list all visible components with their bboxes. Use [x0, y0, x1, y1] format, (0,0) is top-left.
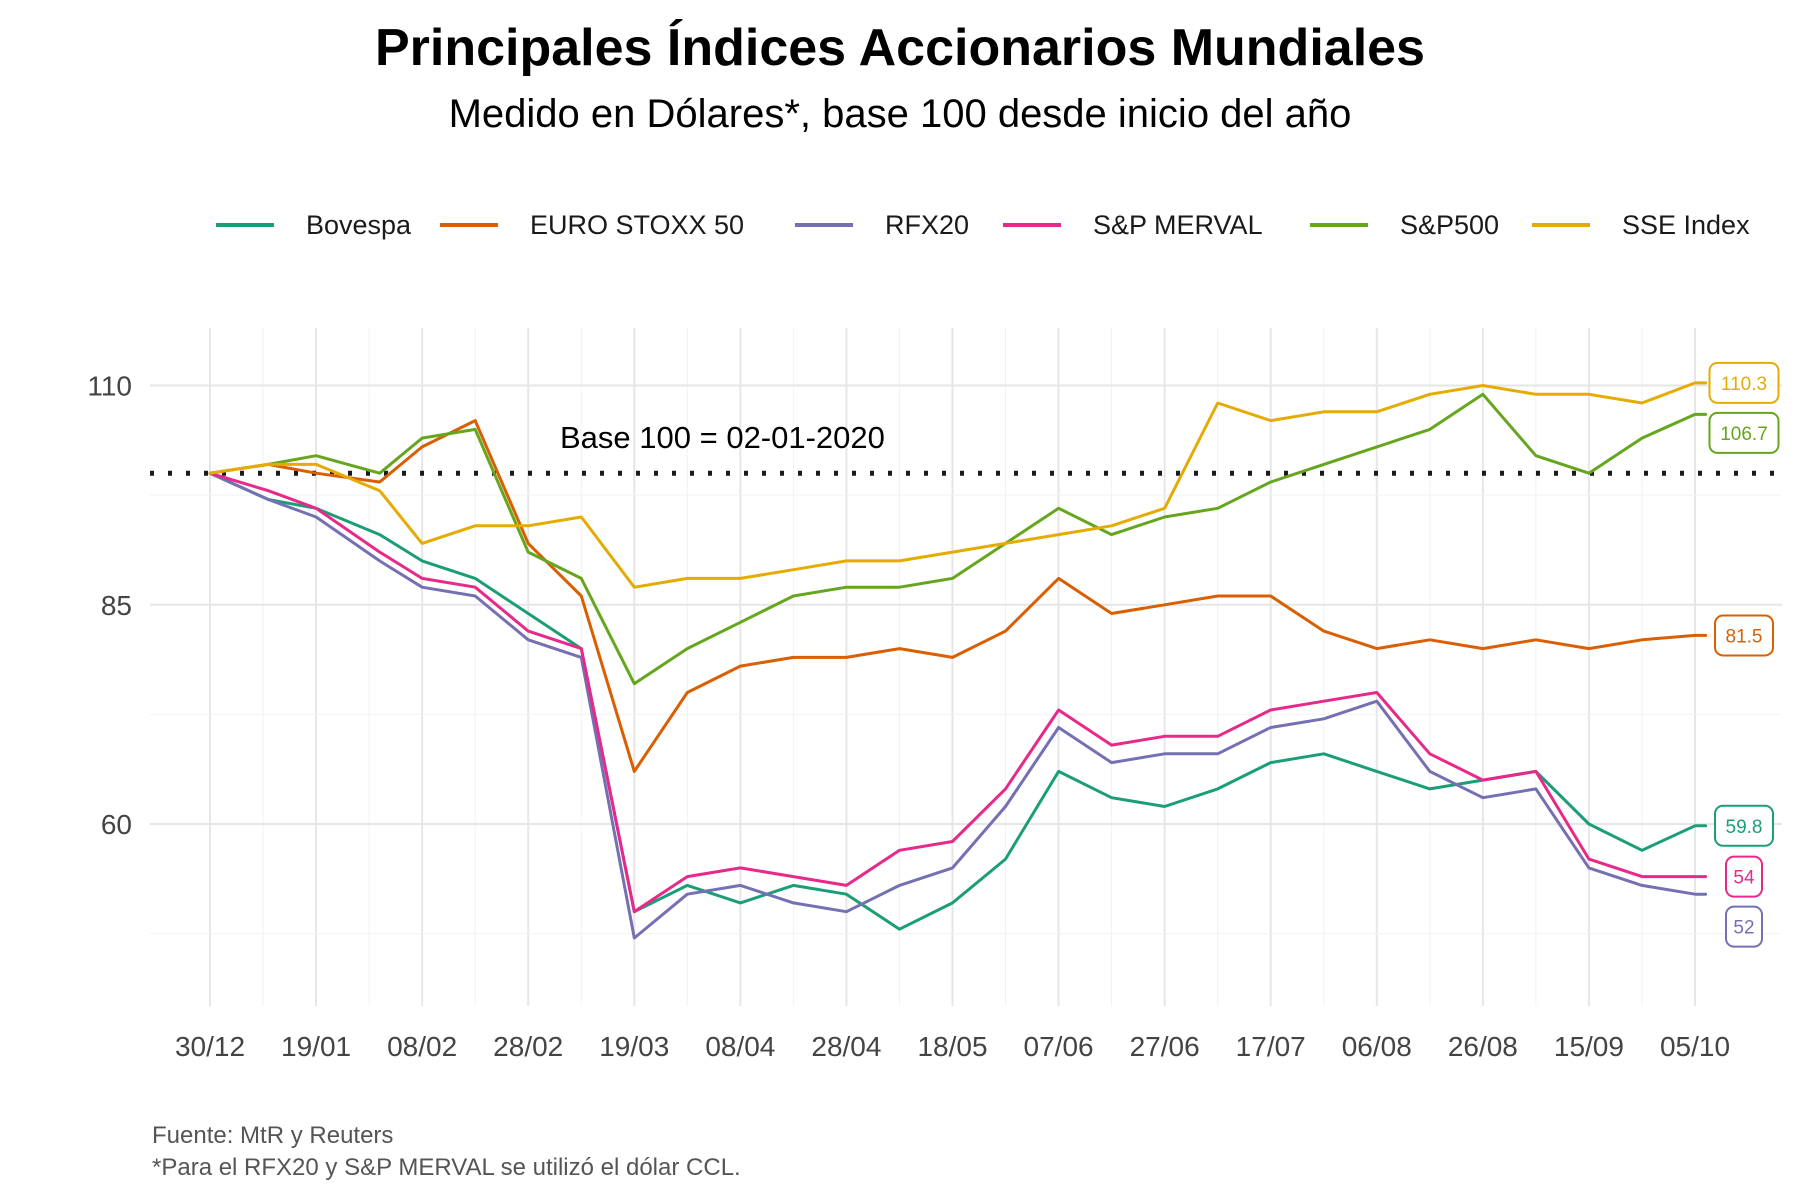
legend-swatch-bovespa [216, 223, 274, 227]
x-tick-label: 08/02 [387, 1031, 457, 1062]
chart-legend: Bovespa EURO STOXX 50 RFX20 S&P MERVAL S… [0, 200, 1800, 250]
legend-swatch-sp500 [1310, 223, 1368, 227]
end-label-text: 52 [1733, 918, 1754, 939]
legend-label-euro-stoxx-50: EURO STOXX 50 [530, 209, 745, 240]
x-tick-label: 18/05 [917, 1031, 987, 1062]
end-label-box [1725, 855, 1763, 898]
end-label-text: 59.8 [1726, 817, 1763, 838]
end-label-box [1714, 804, 1774, 847]
end-label-sp500: 106.7 [1708, 411, 1780, 454]
caption-note: *Para el RFX20 y S&P MERVAL se utilizó e… [152, 1154, 741, 1181]
legend-swatch-euro-stoxx-50 [440, 223, 498, 227]
end-label-box [1708, 411, 1780, 454]
legend-swatch-rfx20 [795, 223, 853, 227]
legend-label-sp-merval: S&P MERVAL [1093, 209, 1263, 240]
legend-label-bovespa: Bovespa [306, 209, 412, 240]
y-tick-label: 110 [87, 371, 132, 402]
end-label-layer: 110.3 106.7 81.5 59.8 54 52 [1708, 361, 1780, 948]
end-label-rfx20: 52 [1725, 905, 1763, 948]
end-label-text: 54 [1733, 868, 1755, 889]
x-tick-label: 28/04 [811, 1031, 881, 1062]
base-100-annotation: Base 100 = 02-01-2020 [560, 420, 885, 455]
legend-item-sp500: S&P500 [1310, 200, 1499, 250]
end-label-text: 81.5 [1726, 626, 1763, 647]
x-tick-label: 30/12 [175, 1031, 245, 1062]
end-label-bovespa: 59.8 [1714, 804, 1774, 847]
series-line-sp500 [208, 392, 1708, 686]
legend-label-sse-index: SSE Index [1622, 209, 1750, 240]
legend-item-euro-stoxx-50: EURO STOXX 50 [440, 200, 744, 250]
end-label-sse-index: 110.3 [1708, 361, 1780, 404]
y-tick-label: 85 [101, 590, 132, 621]
legend-swatch-sse-index [1532, 223, 1590, 227]
y-tick-label: 60 [101, 809, 132, 840]
end-label-text: 106.7 [1720, 424, 1768, 445]
legend-item-rfx20: RFX20 [795, 200, 969, 250]
grid-layer [150, 328, 1782, 1006]
end-label-box [1725, 905, 1763, 948]
x-tick-label: 28/02 [493, 1031, 563, 1062]
x-tick-label: 05/10 [1660, 1031, 1730, 1062]
x-tick-label: 06/08 [1342, 1031, 1412, 1062]
legend-label-sp500: S&P500 [1400, 209, 1500, 240]
caption-source: Fuente: MtR y Reuters [152, 1122, 394, 1149]
series-line-sp-merval [208, 471, 1708, 914]
x-tick-label: 19/01 [281, 1031, 351, 1062]
axis-layer: 30/12 19/01 08/02 28/02 19/03 08/04 28/04 18/05… [87, 371, 1730, 1063]
x-tick-label: 07/06 [1024, 1031, 1094, 1062]
x-tick-label: 26/08 [1448, 1031, 1518, 1062]
x-tick-label: 19/03 [599, 1031, 669, 1062]
end-label-box [1714, 614, 1774, 657]
x-tick-label: 27/06 [1130, 1031, 1200, 1062]
chart-subtitle: Medido en Dólares*, base 100 desde inici… [448, 92, 1352, 136]
legend-label-rfx20: RFX20 [885, 209, 970, 240]
x-tick-label: 08/04 [705, 1031, 775, 1062]
legend-item-sse-index: SSE Index [1532, 200, 1750, 250]
end-label-text: 110.3 [1721, 374, 1767, 395]
chart-title: Principales Índices Accionarios Mundiale… [375, 19, 1425, 77]
end-label-box [1708, 361, 1780, 404]
legend-item-sp-merval: S&P MERVAL [1003, 200, 1263, 250]
end-label-euro-stoxx-50: 81.5 [1714, 614, 1774, 657]
legend-item-bovespa: Bovespa [216, 200, 411, 250]
x-tick-label: 15/09 [1554, 1031, 1624, 1062]
series-line-euro-stoxx-50 [208, 419, 1708, 773]
end-label-sp-merval: 54 [1725, 855, 1763, 898]
legend-swatch-sp-merval [1003, 223, 1061, 227]
x-tick-label: 17/07 [1236, 1031, 1306, 1062]
series-line-rfx20 [208, 471, 1708, 940]
series-line-sse-index [208, 381, 1708, 589]
series-layer [208, 381, 1708, 940]
